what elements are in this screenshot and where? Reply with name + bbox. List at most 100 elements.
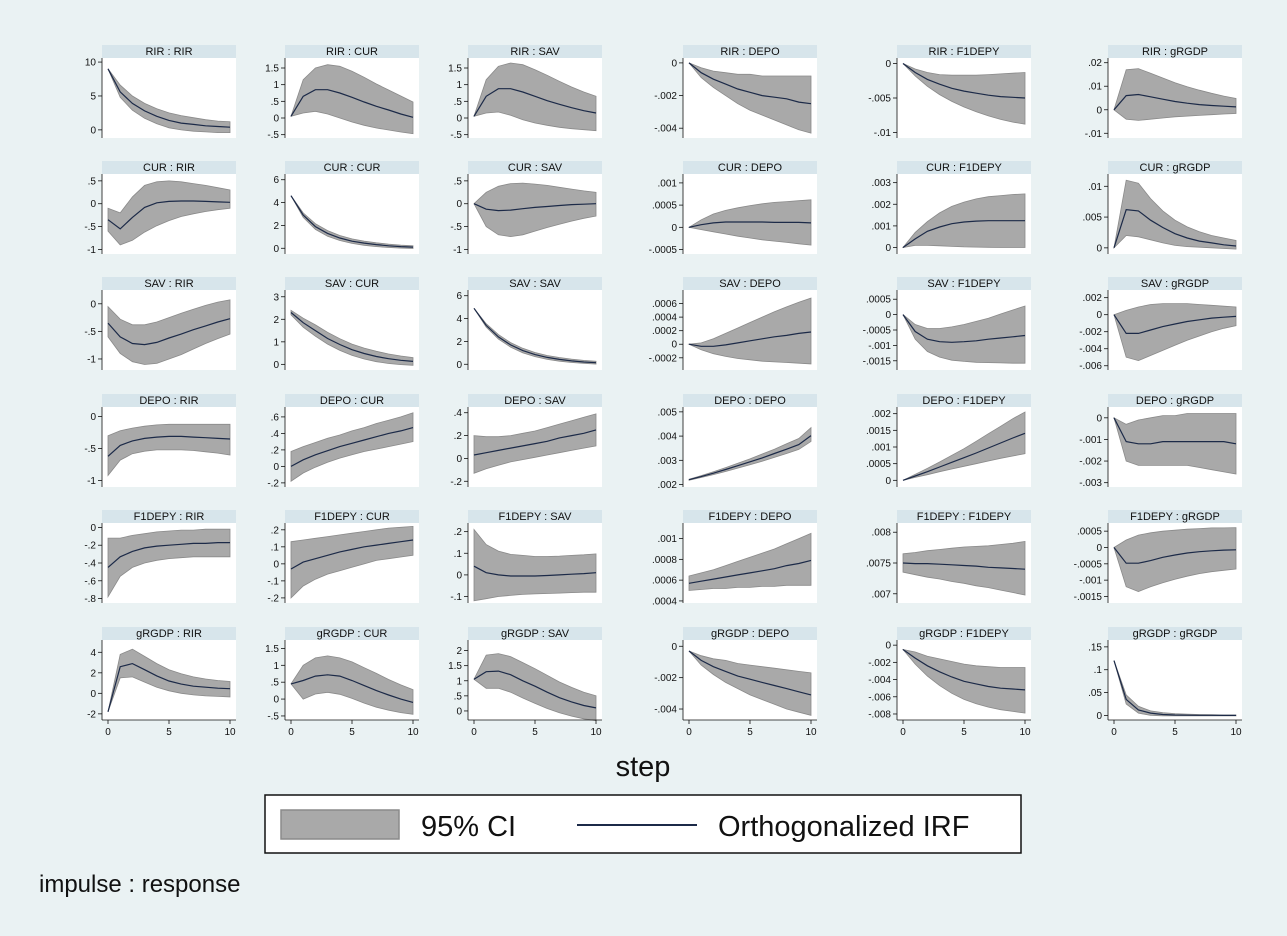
- x-tick-label: 0: [288, 727, 294, 738]
- panel-title: DEPO : gRGDP: [1136, 395, 1214, 407]
- irf-line: [290, 89, 414, 118]
- irf-line: [473, 670, 597, 709]
- irf-panel-cur-cur: CUR : CUR 0 2 4 6: [273, 161, 419, 255]
- y-tick-label: .0006: [652, 299, 677, 310]
- y-tick-label: 0: [671, 642, 677, 653]
- panel-title-strip: [468, 161, 602, 174]
- y-tick-label: .0006: [652, 576, 677, 587]
- x-tick-label: 10: [224, 727, 236, 738]
- irf-line: [473, 203, 597, 212]
- panel-title-strip: [897, 161, 1031, 174]
- panel-title-strip: [102, 161, 236, 174]
- y-tick-label: 0: [885, 59, 891, 70]
- panel-title-strip: [285, 161, 419, 174]
- y-tick-label: -.1: [450, 592, 462, 603]
- panel-title: DEPO : RIR: [139, 395, 198, 407]
- irf-line: [1113, 660, 1236, 717]
- irf-line: [688, 331, 812, 347]
- irf-line: [107, 318, 231, 346]
- y-tick-label: .002: [872, 409, 892, 420]
- y-tick-label: -.008: [868, 709, 891, 720]
- y-tick-label: .001: [872, 443, 892, 454]
- y-tick-label: .5: [454, 176, 463, 187]
- irf-panel-cur-sav: CUR : SAV -1 -.5 0 .5: [450, 161, 602, 256]
- irf-line: [290, 427, 414, 467]
- irf-panel-sav-rir: SAV : RIR -1 -.5 0: [84, 277, 236, 370]
- y-tick-label: -.0015: [1074, 592, 1103, 603]
- y-tick-label: -1: [87, 476, 96, 487]
- irf-line: [688, 435, 812, 481]
- irf-panel-depo-grgdp: DEPO : gRGDP -.003 -.002 -.001 0: [1079, 394, 1242, 489]
- panel-title-strip: [285, 394, 419, 407]
- ci-band: [473, 528, 597, 602]
- irf-line: [902, 220, 1025, 248]
- panel-title-strip: [468, 510, 602, 523]
- ci-band: [1113, 68, 1237, 121]
- y-tick-label: -.0005: [1074, 559, 1103, 570]
- y-tick-label: .1: [1094, 665, 1103, 676]
- panel-title-strip: [1108, 45, 1242, 58]
- irf-line: [688, 650, 812, 696]
- panel-title: F1DEPY : DEPO: [709, 511, 792, 523]
- y-tick-label: 5: [90, 91, 96, 102]
- panel-title-strip: [1108, 277, 1242, 290]
- y-tick-label: .0005: [1077, 527, 1102, 538]
- irf-line: [688, 221, 812, 228]
- irf-panel-grgdp-cur: gRGDP : CUR -.5 0 .5 1 1.5 0 5 10: [265, 627, 419, 738]
- irf-line: [688, 62, 812, 105]
- y-tick-label: 1: [273, 661, 279, 672]
- y-tick-label: 0: [90, 299, 96, 310]
- y-tick-label: 0: [90, 199, 96, 210]
- panel-title: gRGDP : CUR: [317, 628, 388, 640]
- panel-title: gRGDP : F1DEPY: [919, 628, 1009, 640]
- y-tick-label: .001: [658, 534, 678, 545]
- legend-ci-label: 95% CI: [421, 811, 516, 843]
- y-tick-label: -.5: [84, 327, 96, 338]
- legend-irf-label: Orthogonalized IRF: [718, 811, 969, 843]
- panel-title: SAV : DEPO: [719, 278, 781, 290]
- y-tick-label: -.5: [84, 222, 96, 233]
- y-tick-label: 1.5: [448, 64, 462, 75]
- y-tick-label: 2: [456, 646, 462, 657]
- y-tick-label: -2: [87, 709, 96, 720]
- panel-title: SAV : SAV: [509, 278, 561, 290]
- y-tick-label: -.0015: [863, 356, 892, 367]
- y-tick-label: 1.5: [265, 64, 279, 75]
- y-tick-label: -.0005: [649, 245, 678, 256]
- y-tick-label: -.01: [1085, 129, 1103, 140]
- y-tick-label: 3: [273, 292, 279, 303]
- y-tick-label: -.5: [84, 444, 96, 455]
- ci-band: [688, 650, 812, 716]
- panel-title: DEPO : SAV: [504, 395, 566, 407]
- panel-title-strip: [683, 394, 817, 407]
- panel-title-strip: [468, 45, 602, 58]
- y-tick-label: 0: [885, 476, 891, 487]
- irf-panel-grgdp-depo: gRGDP : DEPO -.004 -.002 0 0 5 10: [654, 627, 817, 738]
- y-tick-label: .005: [658, 407, 678, 418]
- irf-line: [107, 435, 231, 457]
- y-tick-label: -.2: [450, 477, 462, 488]
- irf-panel-rir-cur: RIR : CUR -.5 0 .5 1 1.5: [265, 45, 419, 141]
- ci-band: [902, 411, 1026, 481]
- y-tick-label: .0005: [866, 459, 891, 470]
- irf-panel-cur-f1depy: CUR : F1DEPY 0 .001 .002 .003: [872, 161, 1031, 254]
- x-tick-label: 10: [407, 727, 419, 738]
- y-tick-label: -.0002: [649, 353, 678, 364]
- y-tick-label: -.002: [654, 673, 677, 684]
- impulse-response-note: impulse : response: [39, 871, 240, 898]
- irf-panel-rir-f1depy: RIR : F1DEPY -.01 -.005 0: [868, 45, 1031, 139]
- x-tick-label: 5: [1172, 727, 1178, 738]
- x-tick-label: 10: [1019, 727, 1031, 738]
- y-tick-label: 4: [90, 648, 96, 659]
- y-tick-label: -1: [87, 245, 96, 256]
- y-tick-label: -.5: [450, 130, 462, 141]
- panel-title: SAV : gRGDP: [1141, 278, 1209, 290]
- y-tick-label: 0: [456, 706, 462, 717]
- panel-title: F1DEPY : SAV: [499, 511, 573, 523]
- y-tick-label: 0: [885, 310, 891, 321]
- panel-title-strip: [1108, 627, 1242, 640]
- irf-line: [290, 539, 414, 570]
- y-tick-label: 0: [1096, 310, 1102, 321]
- irf-panel-grgdp-grgdp: gRGDP : gRGDP 0 .05 .1 .15 0 5 10: [1088, 627, 1242, 738]
- ci-band: [107, 299, 231, 365]
